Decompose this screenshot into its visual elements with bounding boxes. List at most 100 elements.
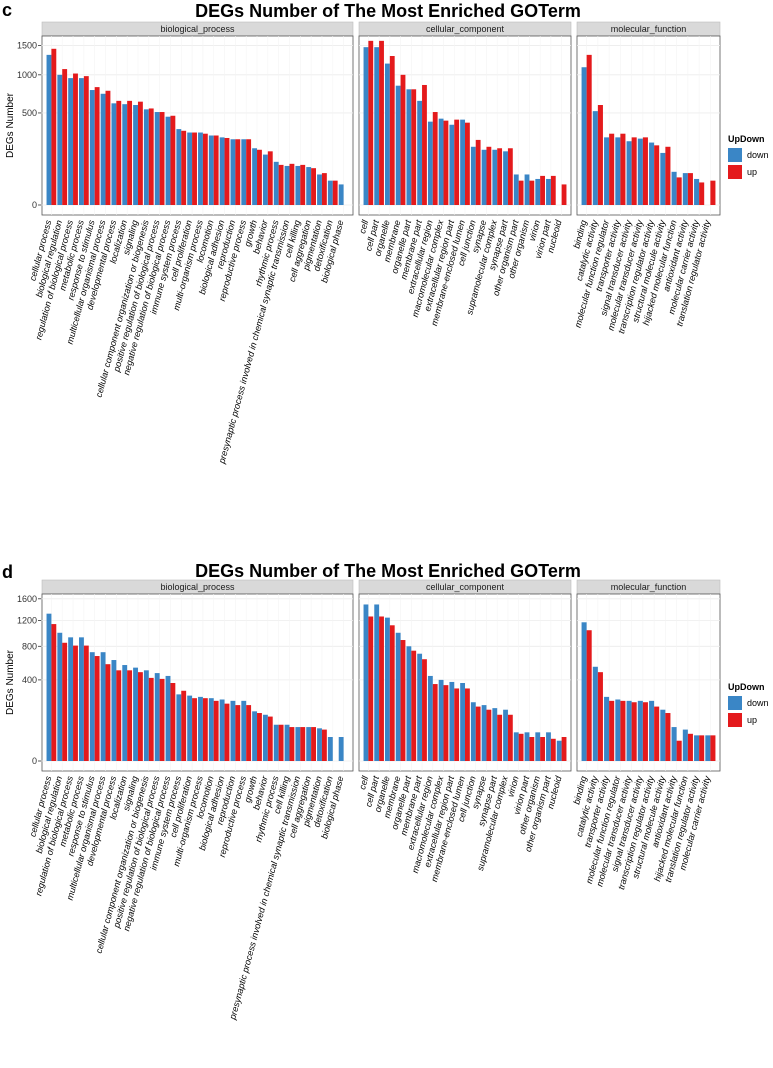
bar-up-macromolecular-complex: [443, 120, 449, 205]
bar-up-developmental-process: [116, 670, 122, 761]
bar-down-supramolecular-complex: [503, 709, 508, 761]
bar-down-pigmentation: [317, 728, 322, 761]
bar-down-cell-junction: [470, 146, 476, 205]
bar-up-catalytic-activity: [597, 105, 603, 205]
bar-up-reproduction: [235, 139, 241, 205]
bar-up-cell-part: [379, 616, 384, 761]
bar-up-response-to-stimulus: [94, 87, 100, 205]
bar-down-extracellular-region-part: [449, 681, 455, 761]
bar-up-molecular-transducer-activity: [642, 137, 648, 205]
bar-up-hijacked-molecular-function: [676, 177, 682, 205]
bar-down-binding: [581, 67, 587, 205]
bar-up-regulation-of-biological-process: [73, 73, 78, 205]
bar-up-organelle-part: [411, 650, 417, 761]
bar-up-localization: [127, 670, 133, 761]
bar-down-developmental-process: [111, 660, 117, 761]
bar-up-cell-junction: [475, 706, 481, 761]
bar-down-detoxification: [327, 180, 333, 205]
bar-up-cell-proliferation: [192, 698, 197, 761]
facet-strip-label: biological_process: [160, 24, 235, 34]
bar-up-growth: [257, 149, 262, 205]
bar-up-negative-regulation-of-biological-process: [170, 683, 176, 761]
bar-down-organelle-part: [406, 89, 412, 205]
facet-strip-label: molecular_function: [611, 582, 687, 592]
bar-up-transporter-activity: [620, 133, 626, 205]
bar-down-hijacked-molecular-function: [671, 171, 677, 205]
bar-down-biological-adhesion: [219, 699, 225, 761]
bar-up-synapse-part: [507, 148, 513, 205]
bar-up-multicellular-organismal-process: [105, 90, 111, 205]
bar-up-cellular-component-organization-or-biogenesis: [148, 677, 154, 761]
bar-up-hijacked-molecular-function: [687, 733, 693, 761]
bar-down-signaling: [133, 667, 138, 761]
bar-up-synapse: [486, 146, 492, 205]
bar-down-locomotion: [208, 135, 214, 205]
bar-down-other-organism-part: [513, 174, 519, 205]
bar-up-cell-killing: [300, 164, 306, 205]
x-tick-label: cell: [357, 218, 370, 235]
bar-down-presynaptic-process-involved-in-chemical-synaptic-transmission: [295, 727, 301, 761]
bar-up-binding: [586, 54, 592, 206]
bar-up-virion-part: [550, 175, 556, 205]
bar-down-biological-adhesion: [219, 137, 225, 205]
bar-up-signal-transducer-activity: [631, 137, 637, 205]
bar-down-molecular-transducer-activity: [626, 700, 632, 761]
bar-down-cell-part: [374, 47, 380, 205]
bar-down-locomotion: [208, 698, 214, 761]
bar-down-membrane-enclosed-lumen: [460, 683, 465, 761]
y-axis-title: DEGs Number: [5, 92, 16, 158]
bar-down-cell-junction: [470, 702, 476, 761]
bar-up-cell-aggregation: [311, 168, 316, 205]
bar-up-regulation-of-biological-process: [73, 645, 78, 761]
bar-up-biological-adhesion: [224, 703, 230, 761]
bar-up-membrane: [400, 74, 406, 205]
bar-down-growth: [252, 148, 258, 205]
bar-down-catalytic-activity: [592, 111, 598, 205]
bar-up-structural-molecule-activity: [665, 146, 671, 205]
bar-up-synapse-part: [497, 714, 503, 761]
legend-swatch-up: [728, 165, 742, 179]
bar-up-multicellular-organismal-process: [105, 664, 111, 761]
bar-up-molecular-function-regulator: [609, 133, 615, 205]
bar-down-membrane: [395, 85, 401, 205]
bar-down-molecular-function-regulator: [604, 137, 610, 205]
bar-down-nucleoid: [556, 740, 562, 761]
bar-up-cell-junction: [475, 139, 481, 205]
bar-up-reproduction: [235, 705, 241, 761]
legend-swatch-up: [728, 713, 742, 727]
facet-strip-label: cellular_component: [426, 582, 505, 592]
bar-up-behavior: [267, 716, 273, 761]
bar-down-biological-regulation: [57, 632, 63, 761]
bar-up-immune-system-process: [181, 690, 187, 761]
bar-down-reproduction: [230, 700, 236, 761]
bar-down-immune-system-process: [176, 694, 182, 761]
bar-up-signaling: [137, 672, 143, 761]
bar-down-molecular-carrier-activity: [694, 178, 700, 205]
bar-up-immune-system-process: [181, 130, 187, 205]
bar-up-nucleoid: [561, 737, 567, 761]
bar-down-growth: [252, 711, 258, 761]
bar-up-cellular-process: [51, 48, 57, 205]
x-tick-label: cell: [357, 774, 370, 791]
bar-down-negative-regulation-of-biological-process: [165, 116, 171, 205]
bar-down-metabolic-process: [79, 637, 84, 761]
bar-down-biological-phase: [338, 737, 344, 761]
bar-down-macromolecular-complex: [438, 679, 444, 761]
bar-down-cell-aggregation: [306, 167, 312, 205]
bar-up-molecular-carrier-activity: [699, 182, 705, 205]
bar-up-membrane-enclosed-lumen: [465, 122, 470, 205]
bar-up-virion: [518, 733, 524, 761]
bar-up-extracellular-region: [432, 112, 438, 205]
bar-up-extracellular-region: [432, 684, 438, 761]
bar-down-cell-aggregation: [306, 727, 312, 761]
facet-strip-label: biological_process: [160, 582, 235, 592]
bar-down-other-organism: [535, 732, 541, 761]
bar-down-metabolic-process: [79, 78, 84, 205]
y-axis-title: DEGs Number: [5, 649, 16, 715]
bar-down-hijacked-molecular-function: [682, 729, 688, 761]
bar-down-pigmentation: [317, 174, 322, 205]
bar-up-cell-killing: [289, 727, 295, 761]
bar-down-multicellular-organismal-process: [100, 93, 106, 205]
